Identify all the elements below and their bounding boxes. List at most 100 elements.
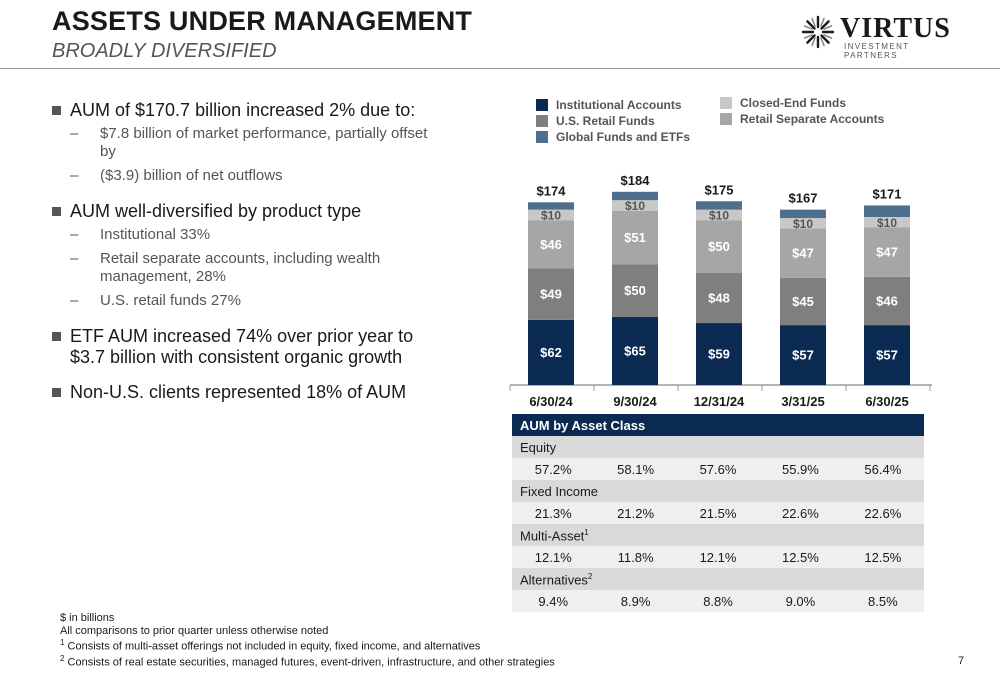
bar-segment <box>864 227 910 277</box>
footnote-mark: 2 <box>60 654 65 664</box>
table-cell: 9.4% <box>538 593 569 609</box>
bar-segment <box>612 191 658 201</box>
bar-value-label: $10 <box>541 208 561 222</box>
bar-segment <box>864 217 910 228</box>
table-cell: 22.6% <box>781 505 819 521</box>
bullet-aum-increase: AUM of $170.7 billion increased 2% due t… <box>52 100 432 121</box>
footnote-1: 1 Consists of multi-asset offerings not … <box>60 637 555 653</box>
table-cell: 11.8% <box>617 549 654 565</box>
bar-segment <box>528 268 574 320</box>
legend-label: U.S. Retail Funds <box>556 114 655 128</box>
page-number: 7 <box>958 655 965 667</box>
sub-bullet: U.S. retail funds 27% <box>52 292 432 310</box>
table-cell: 21.5% <box>699 505 737 521</box>
legend-label: Institutional Accounts <box>556 98 682 112</box>
table-row: 9.4% 8.9% 8.8% 9.0% 8.5% <box>512 590 924 612</box>
bar-value-label: $59 <box>708 347 730 362</box>
bar-segment <box>780 277 826 326</box>
table-cell: 12.1% <box>699 549 737 565</box>
bar-segment <box>864 205 910 217</box>
table-row: 57.2% 58.1% 57.6% 55.9% 56.4% <box>512 458 924 480</box>
bullet-diversified: AUM well-diversified by product type <box>52 201 432 222</box>
table-cell: 55.9% <box>781 461 819 477</box>
footnotes: $ in billions All comparisons to prior q… <box>60 612 555 669</box>
table-row: 21.3% 21.2% 21.5% 22.6% 22.6% <box>512 502 924 524</box>
bar-total-label: $171 <box>873 186 902 201</box>
section-label: Alternatives <box>520 572 588 588</box>
legend-swatch <box>720 97 732 109</box>
footnote-units: $ in billions <box>60 612 115 624</box>
header-divider <box>0 68 1000 69</box>
legend-swatch <box>536 115 548 127</box>
table-cell: 9.0% <box>785 593 816 609</box>
table-cell: 8.9% <box>620 593 651 609</box>
bar-total-label: $175 <box>705 182 734 197</box>
bar-value-label: $10 <box>709 208 729 222</box>
table-cell: 56.4% <box>864 461 902 477</box>
bullet-list: AUM of $170.7 billion increased 2% due t… <box>52 100 432 407</box>
bar-segment <box>528 209 574 221</box>
legend-label: Global Funds and ETFs <box>556 130 691 144</box>
table-cell: 57.2% <box>534 461 572 477</box>
bar-value-label: $57 <box>876 348 898 363</box>
company-logo: VIRTUS INVESTMENT PARTNERS <box>800 12 960 60</box>
legend-item-institutional: Institutional Accounts <box>536 98 682 112</box>
bar-value-label: $65 <box>624 343 646 358</box>
section-label: Fixed Income <box>520 484 599 499</box>
starburst-icon <box>801 15 835 49</box>
bar-segment <box>864 325 910 385</box>
legend-item-us-retail: U.S. Retail Funds <box>536 114 655 128</box>
footnote-mark: 1 <box>60 638 65 647</box>
table-section-alternatives: Alternatives2 <box>512 568 924 590</box>
legend-swatch <box>536 99 548 111</box>
footnote-2: 2 Consists of real estate securities, ma… <box>60 653 555 669</box>
table-cell: 8.5% <box>868 593 898 609</box>
bar-value-label: $10 <box>793 217 813 231</box>
logo-tagline: INVESTMENT PARTNERS <box>844 42 910 60</box>
bar-total-label: $167 <box>789 191 818 206</box>
legend-item-retail-separate: Retail Separate Accounts <box>720 112 884 126</box>
bar-segment <box>528 202 574 210</box>
footnote-mark: 2 <box>587 572 593 581</box>
bar-segment <box>696 323 742 385</box>
page-subtitle: BROADLY DIVERSIFIED <box>52 40 277 62</box>
bar-value-label: $46 <box>876 294 898 309</box>
bar-total-label: $184 <box>621 173 651 188</box>
bar-value-label: $49 <box>540 287 562 302</box>
sub-bullet: Institutional 33% <box>52 226 432 244</box>
table-cell: 57.6% <box>699 461 737 477</box>
bullet-etf: ETF AUM increased 74% over prior year to… <box>52 326 432 368</box>
bar-segment <box>612 210 658 265</box>
sub-bullet: ($3.9) billion of net outflows <box>52 167 432 185</box>
footnote-mark: 1 <box>584 528 589 537</box>
x-tick-label: 12/31/24 <box>694 394 745 409</box>
table-cell: 22.6% <box>864 505 902 521</box>
bar-value-label: $50 <box>708 239 730 254</box>
bar-value-label: $48 <box>708 290 730 305</box>
bar-segment <box>780 228 826 278</box>
bar-value-label: $47 <box>876 245 898 260</box>
table-cell: 21.2% <box>617 505 655 521</box>
x-tick-label: 6/30/25 <box>865 394 908 409</box>
page-title: ASSETS UNDER MANAGEMENT <box>52 6 473 36</box>
bar-value-label: $10 <box>625 199 645 213</box>
bar-segment <box>528 319 574 385</box>
section-label: Equity <box>520 440 557 455</box>
table-cell: 21.3% <box>534 505 572 521</box>
bar-total-label: $174 <box>537 183 567 198</box>
legend-label: Closed-End Funds <box>740 96 846 110</box>
legend-item-global-etf: Global Funds and ETFs <box>536 130 690 144</box>
table-section-multi-asset: Multi-Asset1 <box>512 524 924 546</box>
bar-segment <box>696 209 742 221</box>
logo-wordmark: VIRTUS <box>840 13 951 44</box>
footnote-text: Consists of real estate securities, mana… <box>64 656 555 669</box>
sub-bullet: Retail separate accounts, including weal… <box>52 250 432 286</box>
section-label: Multi-Asset <box>520 528 585 544</box>
table-cell: 12.5% <box>781 549 819 565</box>
bar-segment <box>612 316 658 385</box>
bar-value-label: $46 <box>540 237 562 252</box>
x-tick-label: 9/30/24 <box>613 394 657 409</box>
table-section-fixed-income: Fixed Income <box>512 480 924 502</box>
footnote-text: Consists of multi-asset offerings not in… <box>64 640 481 653</box>
legend-item-closed-end: Closed-End Funds <box>720 96 846 110</box>
